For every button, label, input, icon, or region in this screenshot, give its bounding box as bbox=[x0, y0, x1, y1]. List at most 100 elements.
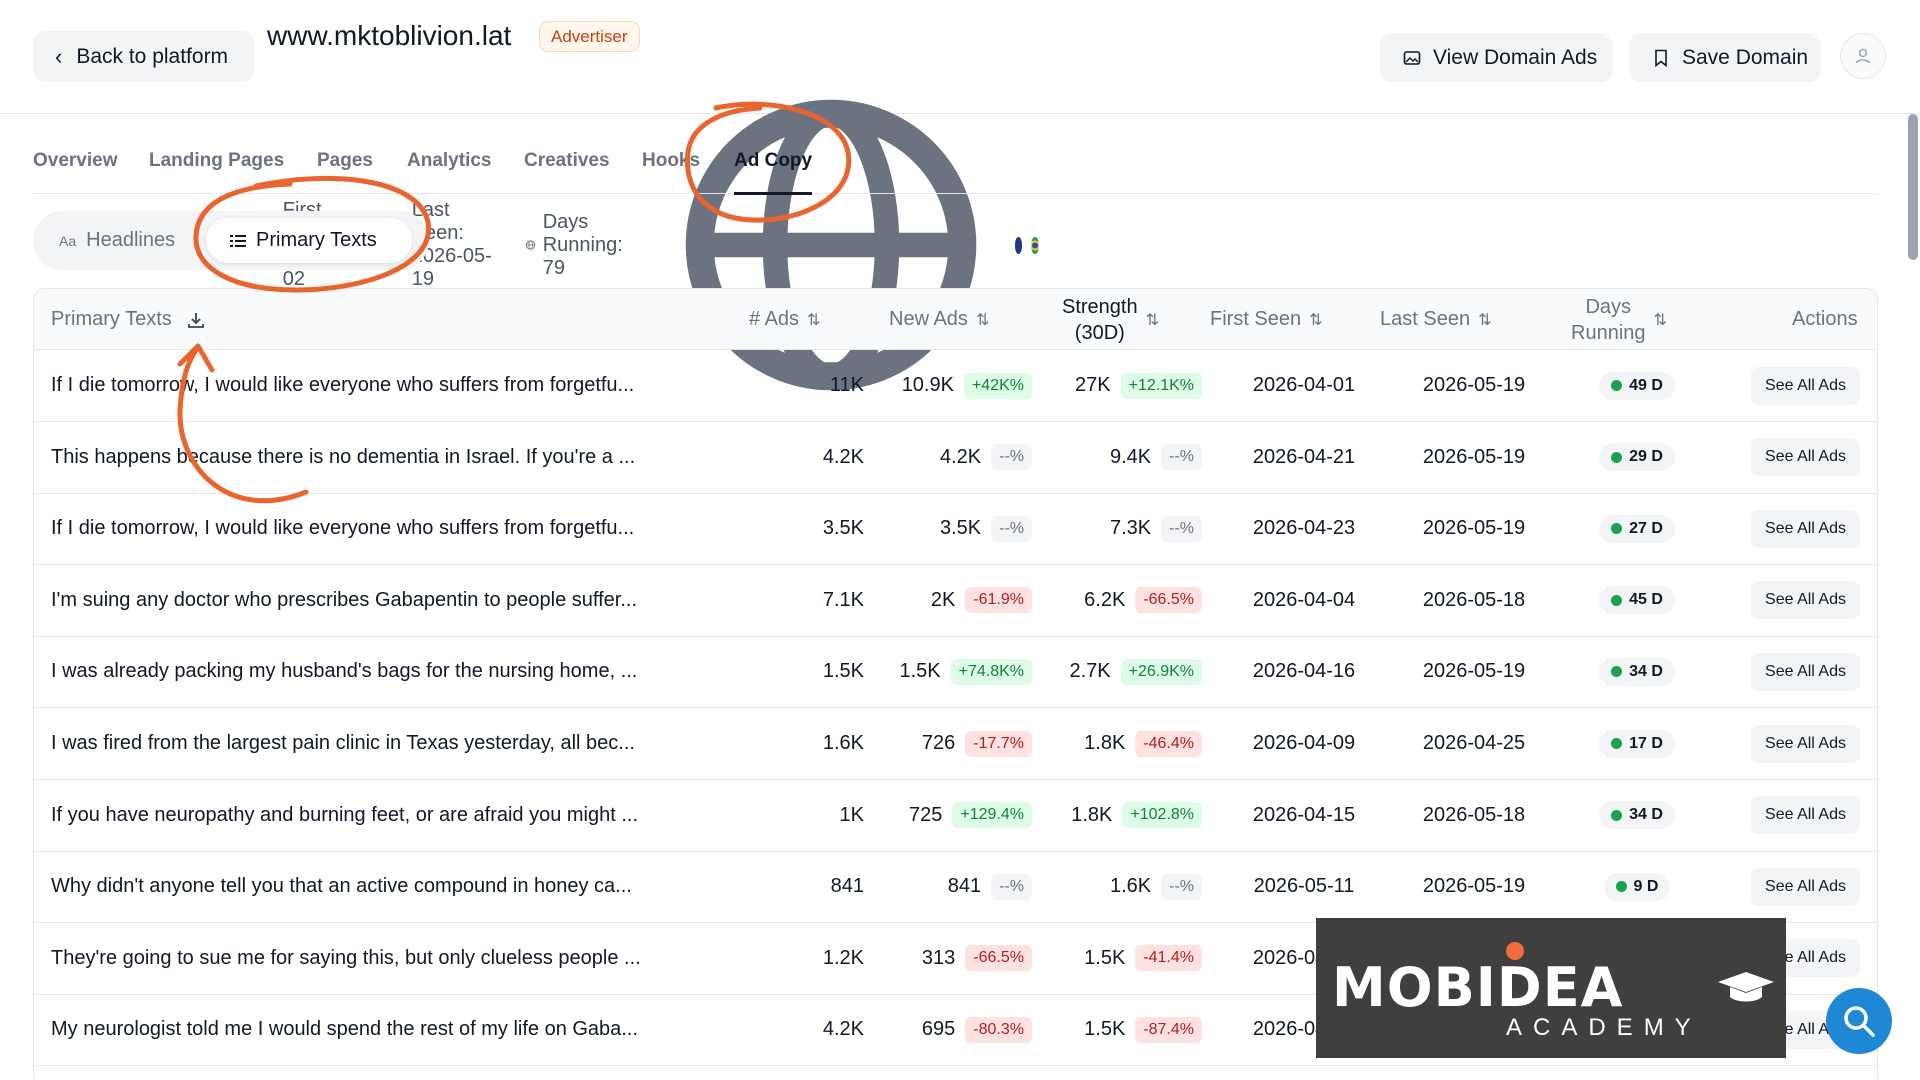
see-all-ads-button[interactable]: See All Ads bbox=[1751, 366, 1860, 405]
primary-text-cell[interactable]: My neurologist told me I would spend the… bbox=[51, 1018, 638, 1041]
tab-hooks[interactable]: Hooks bbox=[642, 150, 701, 171]
user-icon bbox=[1855, 48, 1871, 64]
tab-analytics[interactable]: Analytics bbox=[407, 150, 492, 171]
days-running-value: 27 D bbox=[1629, 519, 1663, 537]
days-running-value: 34 D bbox=[1629, 806, 1663, 824]
days-running-cell: 34 D bbox=[1574, 636, 1700, 707]
days-running-badge: 9 D bbox=[1603, 872, 1671, 901]
actions-cell: See All Ads bbox=[1744, 422, 1860, 493]
see-all-ads-button[interactable]: See All Ads bbox=[1751, 509, 1860, 548]
primary-text-cell[interactable]: This happens because there is no dementi… bbox=[51, 445, 636, 468]
headlines-toggle[interactable]: Aa Headlines bbox=[59, 218, 175, 263]
user-avatar[interactable] bbox=[1840, 33, 1886, 79]
tab-pages[interactable]: Pages bbox=[317, 150, 373, 171]
col-days-running[interactable]: Days Running ⇅ bbox=[1571, 289, 1667, 350]
primary-text-cell[interactable]: If you have neuropathy and burning feet,… bbox=[51, 803, 639, 826]
strength-cell: 1.5K -87.4% bbox=[1004, 994, 1202, 1065]
first-seen-cell: 2026-04-21 bbox=[1252, 445, 1356, 468]
bookmark-icon bbox=[1655, 49, 1667, 67]
primary-text-cell[interactable]: Why didn't anyone tell you that an activ… bbox=[51, 875, 632, 898]
see-all-ads-button[interactable]: See All Ads bbox=[1751, 581, 1860, 620]
primary-text-cell[interactable]: If I die tomorrow, I would like everyone… bbox=[51, 517, 635, 540]
us-flag-icon bbox=[1014, 236, 1023, 254]
primary-texts-label: Primary Texts bbox=[256, 229, 377, 251]
advertiser-badge: Advertiser bbox=[539, 21, 640, 52]
watermark-sub-text: ACADEMY bbox=[1506, 1014, 1702, 1041]
first-seen-cell: 2026-04-04 bbox=[1252, 588, 1356, 611]
mobidea-academy-watermark: MOBIDEA ACADEMY bbox=[1316, 918, 1786, 1058]
see-all-ads-button[interactable]: See All Ads bbox=[1751, 652, 1860, 691]
col-actions: Actions bbox=[1792, 289, 1858, 350]
strength-change-badge: +102.8% bbox=[1122, 802, 1202, 829]
status-dot-icon bbox=[1611, 809, 1623, 821]
ads-count-cell: 3.5K bbox=[822, 517, 864, 540]
new-ads-cell: 695 -80.3% bbox=[834, 994, 1032, 1065]
primary-text-cell[interactable]: I was already packing my husband's bags … bbox=[51, 660, 638, 683]
strength-change-badge: -66.5% bbox=[1135, 587, 1202, 614]
col-days-line1: Days bbox=[1585, 295, 1632, 318]
days-running-meta: Days Running: 79 bbox=[525, 211, 632, 280]
col-ads[interactable]: # Ads ⇅ bbox=[749, 289, 820, 350]
back-to-platform-button[interactable]: ‹ Back to platform bbox=[33, 31, 254, 82]
col-strength-line1: Strength bbox=[1062, 295, 1138, 318]
col-last-seen-label: Last Seen bbox=[1380, 308, 1471, 330]
headlines-label: Headlines bbox=[86, 229, 176, 251]
new-ads-value: 2K bbox=[930, 588, 956, 611]
last-seen-cell: 2026-05-18 bbox=[1422, 803, 1526, 826]
new-ads-cell: 1.5K +74.8K% bbox=[834, 636, 1032, 707]
see-all-ads-button[interactable]: See All Ads bbox=[1751, 867, 1860, 906]
days-running-badge: 45 D bbox=[1599, 586, 1675, 615]
strength-cell: 2.7K +26.9K% bbox=[1004, 636, 1202, 707]
days-running-cell: 29 D bbox=[1574, 422, 1700, 493]
view-domain-ads-label: View Domain Ads bbox=[1433, 45, 1598, 69]
image-icon bbox=[1403, 50, 1421, 65]
save-domain-button[interactable]: Save Domain bbox=[1629, 33, 1821, 82]
tab-ad-copy[interactable]: Ad Copy bbox=[734, 150, 813, 195]
days-running-cell: 34 D bbox=[1574, 780, 1700, 851]
new-ads-cell: 10.9K +42K% bbox=[834, 350, 1032, 421]
primary-text-cell[interactable]: I was fired from the largest pain clinic… bbox=[51, 732, 635, 754]
col-first-seen[interactable]: First Seen ⇅ bbox=[1210, 289, 1323, 350]
actions-cell: See All Ads bbox=[1744, 493, 1860, 564]
new-ads-cell: 841 --% bbox=[834, 851, 1032, 922]
days-running-badge: 34 D bbox=[1599, 801, 1675, 830]
actions-cell: See All Ads bbox=[1744, 708, 1860, 779]
primary-text-cell[interactable]: If I die tomorrow, I would like everyone… bbox=[51, 374, 635, 396]
col-ads-label: # Ads bbox=[749, 308, 800, 330]
primary-text-cell[interactable]: They're going to sue me for saying this,… bbox=[51, 946, 641, 969]
new-ads-change-badge: +74.8K% bbox=[950, 658, 1032, 685]
col-strength[interactable]: Strength (30D) ⇅ bbox=[1062, 289, 1159, 350]
primary-text-cell[interactable]: I'm suing any doctor who prescribes Gaba… bbox=[51, 588, 638, 611]
new-ads-cell: 726 -17.7% bbox=[834, 708, 1032, 779]
tab-creatives[interactable]: Creatives bbox=[524, 150, 610, 171]
table-row: I was fired from the largest pain clinic… bbox=[34, 708, 1877, 780]
col-new-ads[interactable]: New Ads ⇅ bbox=[889, 289, 989, 350]
view-domain-ads-button[interactable]: View Domain Ads bbox=[1380, 33, 1613, 82]
strength-change-badge: --% bbox=[1161, 515, 1202, 542]
days-running-badge: 49 D bbox=[1599, 371, 1675, 400]
tab-overview[interactable]: Overview bbox=[33, 150, 118, 171]
globe-icon bbox=[525, 240, 535, 250]
see-all-ads-button[interactable]: See All Ads bbox=[1751, 438, 1860, 477]
search-help-button[interactable] bbox=[1826, 988, 1892, 1054]
first-seen-cell: 2026-04-16 bbox=[1252, 660, 1356, 683]
table-row: If you have neuropathy and burning feet,… bbox=[34, 780, 1877, 852]
see-all-ads-button[interactable]: See All Ads bbox=[1751, 724, 1860, 763]
strength-value: 1.8K bbox=[1071, 803, 1113, 826]
download-icon[interactable] bbox=[186, 310, 206, 330]
status-dot-icon bbox=[1611, 380, 1623, 391]
col-days-line2: Running bbox=[1571, 321, 1646, 344]
days-running-badge: 29 D bbox=[1599, 443, 1675, 472]
first-seen-cell: 2026-05-11 bbox=[1253, 875, 1355, 898]
ads-count-cell: 1.6K bbox=[822, 732, 864, 754]
days-running-text: Days Running: 79 bbox=[542, 210, 623, 279]
tab-landing-pages[interactable]: Landing Pages bbox=[149, 150, 285, 171]
days-running-badge: 34 D bbox=[1599, 657, 1675, 686]
see-all-ads-button[interactable]: See All Ads bbox=[1751, 796, 1860, 835]
page-scrollbar[interactable] bbox=[1908, 114, 1918, 260]
primary-texts-toggle[interactable]: Primary Texts bbox=[206, 218, 412, 263]
strength-value: 7.3K bbox=[1109, 517, 1152, 540]
strength-value: 1.6K bbox=[1109, 875, 1152, 898]
new-ads-cell: 313 -66.5% bbox=[834, 923, 1032, 994]
col-last-seen[interactable]: Last Seen ⇅ bbox=[1380, 289, 1491, 350]
